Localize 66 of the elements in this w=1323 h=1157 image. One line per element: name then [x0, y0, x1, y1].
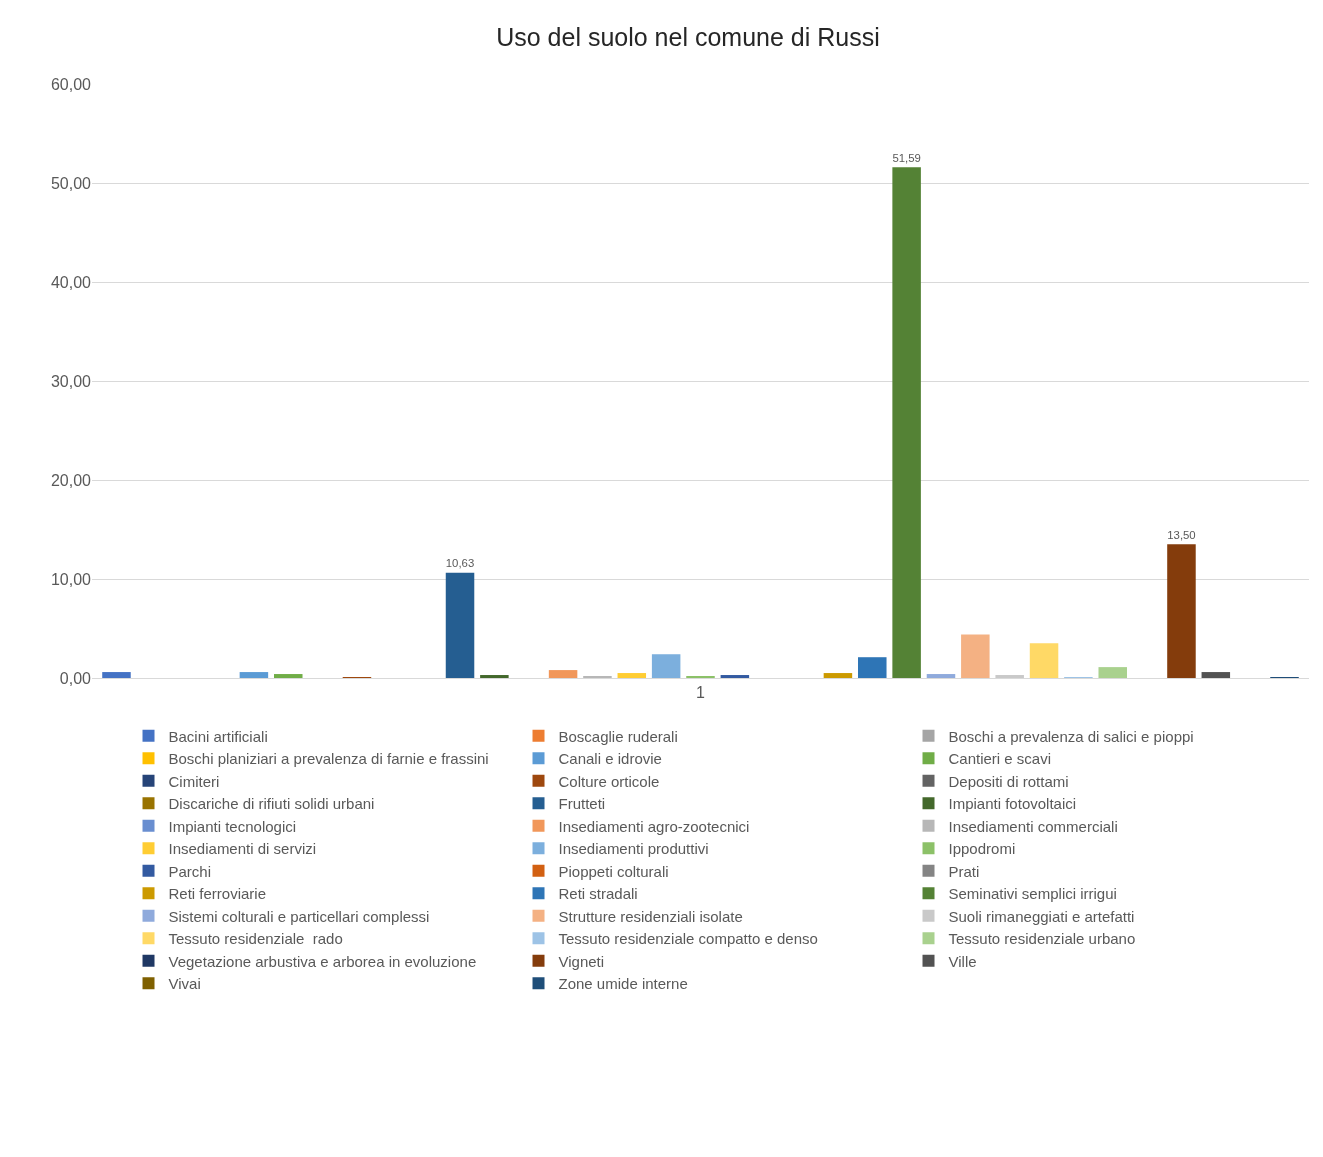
legend-label: Prati [948, 862, 980, 880]
y-tick-label: 10,00 [50, 570, 92, 588]
bar [480, 675, 509, 678]
legend-label: Impianti fotovoltaici [948, 795, 1077, 813]
legend-label: Canali e idrovie [558, 750, 662, 768]
bar [239, 672, 269, 678]
legend-label: Colture orticole [558, 772, 660, 790]
data-label: 10,63 [445, 557, 475, 570]
legend-label: Insediamenti di servizi [168, 840, 317, 858]
legend-label: Parchi [168, 862, 212, 880]
legend-label: Strutture residenziali isolate [558, 907, 743, 925]
bar [548, 670, 578, 678]
legend-label: Cantieri e scavi [948, 750, 1052, 768]
bar [1201, 672, 1231, 678]
bar [892, 167, 921, 678]
legend-label: Reti ferroviarie [168, 885, 267, 903]
y-tick-label: 30,00 [50, 372, 92, 390]
legend-label: Boschi a prevalenza di salici e pioppi [948, 727, 1194, 745]
legend-label: Vivai [168, 975, 201, 993]
legend-label: Tessuto residenziale urbano [948, 930, 1136, 948]
x-tick-label: 1 [696, 684, 706, 702]
legend-label: Ippodromi [948, 840, 1016, 858]
legend-label: Impianti tecnologici [168, 817, 297, 835]
legend-label: Vigneti [558, 952, 605, 970]
legend-label: Tessuto residenziale compatto e denso [558, 930, 818, 948]
legend-label: Sistemi colturali e particellari complessi [168, 907, 430, 925]
y-tick-label: 60,00 [50, 75, 92, 93]
y-tick-label: 20,00 [50, 471, 92, 489]
bar [823, 673, 853, 678]
bar [1167, 544, 1196, 678]
legend-label: Pioppeti colturali [558, 862, 669, 880]
bar [961, 634, 990, 678]
legend-label: Insediamenti commerciali [948, 817, 1118, 835]
bar [995, 675, 1024, 678]
y-tick-label: 0,00 [59, 669, 92, 687]
chart-title: Uso del suolo nel comune di Russi [496, 23, 880, 52]
legend-label: Cimiteri [168, 772, 220, 790]
legend-label: Insediamenti agro-zootecnici [558, 817, 750, 835]
legend-label: Tessuto residenziale rado [168, 930, 343, 948]
legend-label: Discariche di rifiuti solidi urbani [168, 795, 375, 813]
bar [1029, 643, 1059, 678]
legend-label: Insediamenti produttivi [558, 840, 709, 858]
bar [445, 572, 475, 678]
y-tick-label: 50,00 [50, 174, 92, 192]
bar [651, 654, 681, 678]
legend-label: Bacini artificiali [168, 727, 268, 745]
legend-label: Zone umide interne [558, 975, 688, 993]
data-label: 13,50 [1167, 528, 1196, 541]
bar [926, 674, 956, 678]
legend-label: Seminativi semplici irrigui [948, 885, 1117, 903]
legend-label: Suoli rimaneggiati e artefatti [948, 907, 1135, 925]
bar [102, 672, 131, 678]
legend-label: Frutteti [558, 795, 606, 813]
legend-label: Reti stradali [558, 885, 638, 903]
legend-label: Ville [948, 952, 977, 970]
data-label: 51,59 [892, 151, 921, 164]
legend-label: Boscaglie ruderali [558, 727, 678, 745]
bar [1098, 667, 1128, 678]
bar [617, 673, 647, 678]
legend-label: Vegetazione arbustiva e arborea in evoluzione [168, 952, 477, 970]
bar [858, 657, 887, 678]
y-tick-label: 40,00 [50, 273, 92, 291]
legend-label: Depositi di rottami [948, 772, 1069, 790]
legend-label: Boschi planiziari a prevalenza di farnie e frassini [168, 750, 489, 768]
bar [720, 675, 750, 678]
bar [273, 674, 303, 678]
